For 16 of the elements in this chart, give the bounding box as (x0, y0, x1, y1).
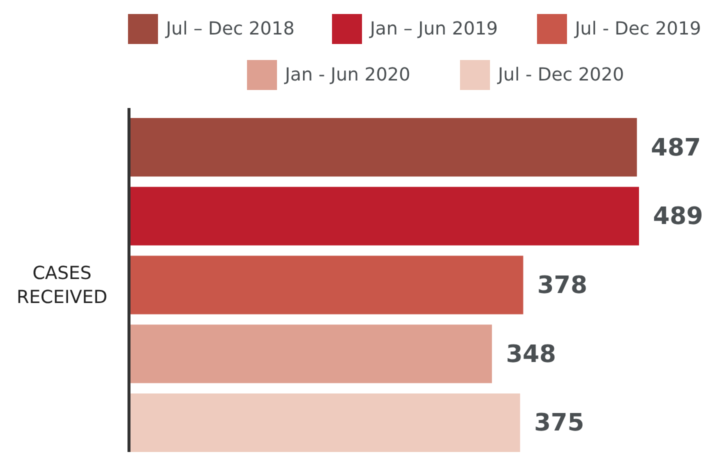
legend-label: Jul – Dec 2018 (165, 18, 295, 40)
y-axis-title: CASES RECEIVED (16, 263, 108, 308)
legend-label: Jan – Jun 2019 (369, 18, 498, 40)
bar (129, 186, 639, 246)
data-label: 489 (653, 202, 704, 230)
legend-label: Jan - Jun 2020 (284, 64, 410, 86)
bar (129, 118, 637, 177)
bar (129, 256, 524, 314)
data-label: 375 (534, 408, 584, 437)
data-label: 348 (506, 340, 556, 368)
bar (129, 324, 492, 384)
bar (129, 393, 520, 452)
data-label: 378 (537, 271, 588, 299)
legend-label: Jul - Dec 2019 (574, 18, 702, 40)
legend-label: Jul - Dec 2020 (497, 64, 624, 86)
data-label: 487 (650, 133, 702, 162)
